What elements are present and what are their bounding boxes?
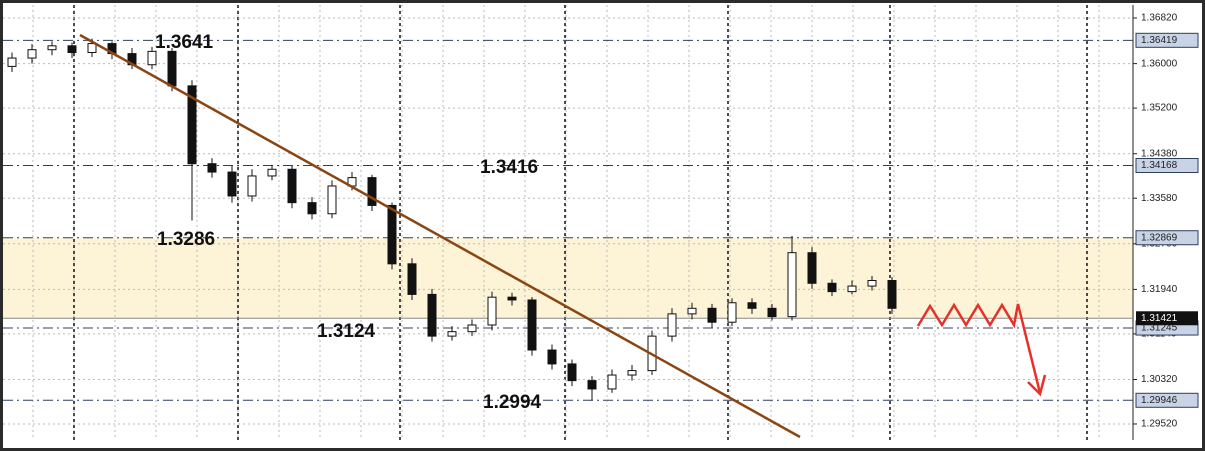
candle-body bbox=[307, 202, 317, 215]
candle-body bbox=[747, 302, 757, 309]
candle-body bbox=[847, 285, 857, 293]
level-label: 1.32869 bbox=[1141, 232, 1178, 243]
level-label: 1.36419 bbox=[1141, 35, 1178, 46]
candle-body bbox=[487, 296, 497, 326]
annotation: 1.3286 bbox=[157, 229, 215, 250]
candle-body bbox=[827, 282, 837, 293]
y-tick-label: 1.31940 bbox=[1141, 284, 1178, 295]
forecast-arrow-head bbox=[1027, 374, 1047, 397]
candle-body bbox=[627, 370, 637, 376]
candle-body bbox=[267, 168, 277, 177]
candle-body bbox=[147, 50, 157, 66]
candle-body bbox=[767, 307, 777, 318]
candle-body bbox=[587, 380, 597, 390]
candle-body bbox=[167, 50, 177, 87]
candle-body bbox=[787, 252, 797, 318]
candle-body bbox=[507, 296, 517, 301]
level-label-box bbox=[1135, 392, 1199, 408]
candle-body bbox=[7, 57, 17, 67]
candle-body bbox=[27, 49, 37, 59]
y-tick-label: 1.35200 bbox=[1141, 103, 1178, 114]
y-tick-label: 1.29520 bbox=[1141, 419, 1178, 430]
support-zone bbox=[3, 238, 1133, 319]
y-tick-label: 1.36000 bbox=[1141, 58, 1178, 69]
candle-body bbox=[227, 171, 237, 197]
candle-body bbox=[887, 280, 897, 309]
candle-body bbox=[607, 374, 617, 390]
candle-body bbox=[247, 175, 257, 197]
candle-body bbox=[87, 43, 97, 53]
candle-body bbox=[807, 252, 817, 284]
candle-body bbox=[687, 307, 697, 315]
candle-body bbox=[567, 363, 577, 382]
candle-body bbox=[67, 45, 77, 53]
candle-body bbox=[707, 307, 717, 323]
y-tick-label: 1.36820 bbox=[1141, 13, 1178, 24]
candle-body bbox=[447, 331, 457, 337]
annotation: 1.3416 bbox=[480, 157, 538, 178]
candle-body bbox=[867, 280, 877, 287]
forecast-path bbox=[916, 302, 1042, 394]
candle-body bbox=[367, 177, 377, 206]
level-label-box bbox=[1135, 230, 1199, 246]
candle-body bbox=[667, 313, 677, 337]
candle-body bbox=[287, 168, 297, 204]
candle-body bbox=[47, 45, 57, 51]
candle-body bbox=[407, 263, 417, 295]
candle-body bbox=[467, 324, 477, 333]
candle-body bbox=[387, 204, 397, 265]
level-label: 1.29946 bbox=[1141, 395, 1178, 406]
annotation: 1.3124 bbox=[317, 321, 376, 342]
candle-body bbox=[207, 163, 217, 173]
annotation: 1.2994 bbox=[483, 392, 542, 413]
y-tick-label: 1.30320 bbox=[1141, 374, 1178, 385]
candle-body bbox=[327, 185, 337, 215]
candle-body bbox=[427, 293, 437, 337]
y-tick-label: 1.34380 bbox=[1141, 148, 1178, 159]
level-label: 1.31245 bbox=[1141, 323, 1178, 334]
candle-body bbox=[527, 299, 537, 351]
y-tick-label: 1.33580 bbox=[1141, 193, 1178, 204]
level-label: 1.34168 bbox=[1141, 160, 1178, 171]
candle-body bbox=[547, 349, 557, 365]
current-price-label: 1.31421 bbox=[1141, 313, 1178, 324]
chart-background bbox=[3, 3, 1202, 448]
candle-body bbox=[187, 85, 197, 165]
trend-line bbox=[79, 33, 801, 439]
level-label-box bbox=[1135, 157, 1199, 173]
annotation: 1.3641 bbox=[155, 32, 214, 53]
candle-body bbox=[727, 302, 737, 323]
current-price-box bbox=[1136, 311, 1198, 326]
level-label-box bbox=[1135, 32, 1199, 48]
